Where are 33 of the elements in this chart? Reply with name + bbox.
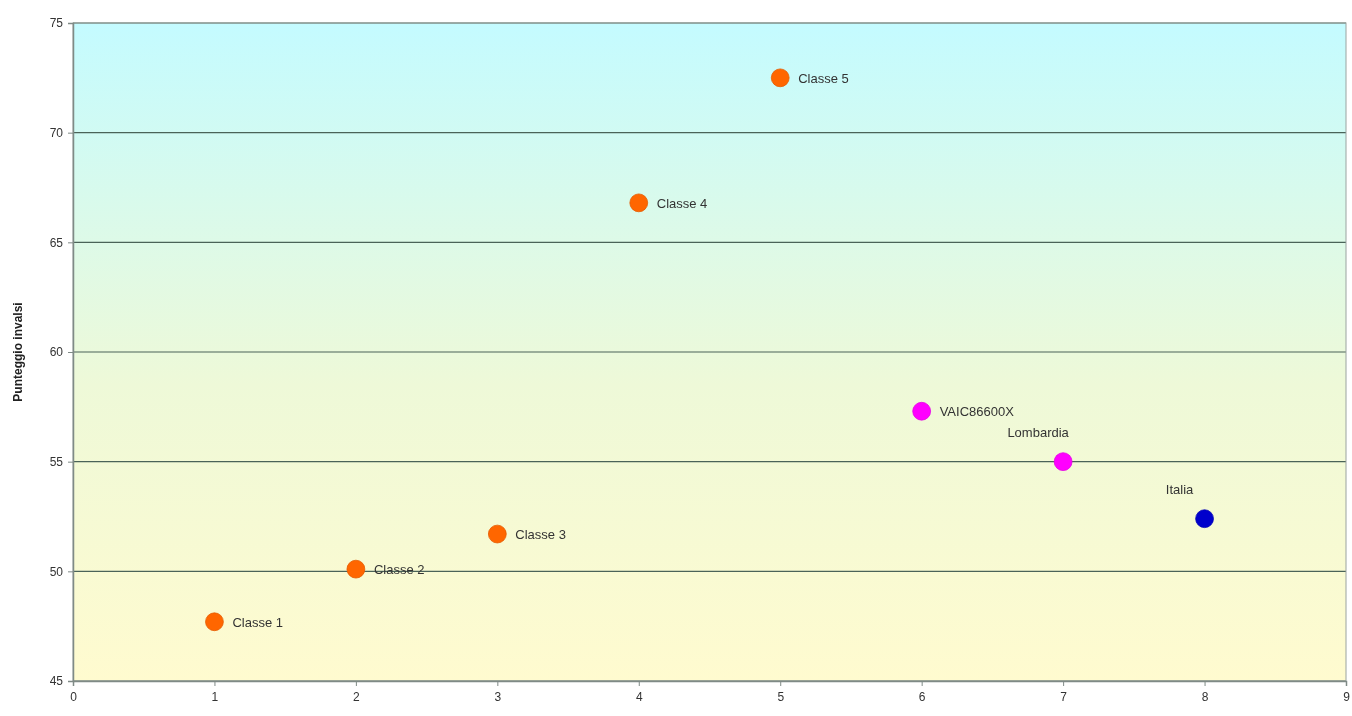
y-tick-label: 70 [49, 126, 64, 141]
x-tick-label: 3 [494, 689, 502, 704]
point [629, 193, 649, 213]
y-tick-label: 75 [49, 16, 64, 31]
x-tick-label: 1 [211, 689, 219, 704]
point [1195, 509, 1214, 528]
series-label: Italia [1165, 481, 1195, 497]
series-label: Classe 5 [798, 70, 849, 86]
y-tick-label: 45 [49, 674, 64, 689]
x-tick-label: 5 [777, 689, 785, 704]
point [912, 401, 931, 421]
series-label: Lombardia [1007, 424, 1070, 440]
point [346, 559, 366, 579]
x-tick-label: 0 [70, 689, 78, 704]
x-tick-label: 6 [918, 689, 926, 704]
x-tick-label: 2 [353, 689, 361, 704]
x-tick-label: 7 [1060, 689, 1068, 704]
x-tick-label: 4 [635, 689, 643, 704]
point [205, 612, 224, 632]
series-label: Classe 4 [656, 195, 708, 211]
point [770, 68, 790, 88]
y-tick-label: 55 [49, 455, 64, 470]
y-tick-label: 60 [49, 345, 64, 360]
point [1053, 452, 1073, 471]
point [488, 524, 507, 544]
series-label: VAIC86600X [939, 404, 1015, 420]
series-label: Classe 1 [232, 614, 284, 630]
series-label: Classe 3 [515, 527, 566, 543]
x-tick-label: 8 [1201, 689, 1209, 704]
x-tick-label: 9 [1343, 689, 1351, 704]
y-tick-label: 50 [49, 564, 64, 579]
y-tick-label: 65 [49, 235, 64, 250]
y-axis-title: Punteggio invalsi [11, 302, 25, 402]
